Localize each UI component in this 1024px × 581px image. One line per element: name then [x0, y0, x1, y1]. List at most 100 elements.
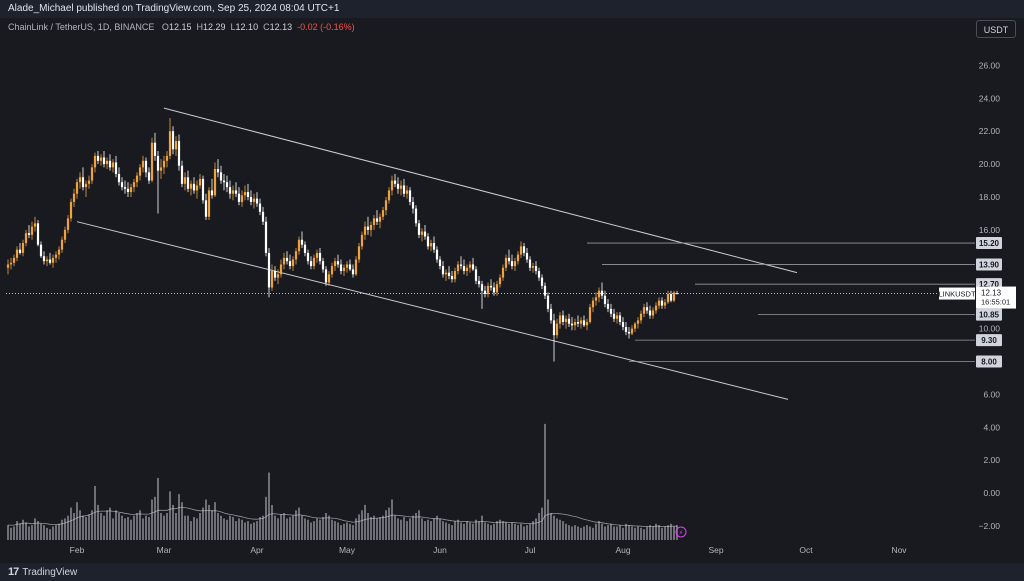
volume-bar: [484, 522, 486, 540]
candle-body: [303, 244, 307, 253]
volume-bar: [397, 518, 399, 540]
y-tick-label: 0.00: [983, 488, 1000, 498]
candle-body: [603, 295, 607, 304]
channel-lower-line: [76, 221, 789, 400]
volume-bar: [64, 518, 66, 540]
open-value: 12.15: [168, 22, 192, 32]
candle-body: [498, 277, 502, 285]
candle-body: [525, 252, 529, 260]
level-badge: [976, 258, 1002, 271]
volume-bar: [562, 521, 564, 540]
candle-body: [540, 277, 544, 286]
volume-bar: [85, 517, 87, 540]
volume-bar: [130, 519, 132, 540]
volume-bar: [388, 507, 390, 540]
candle-body: [531, 266, 535, 268]
volume-bar: [604, 526, 606, 540]
candle-body: [486, 285, 490, 295]
candle-body: [627, 331, 631, 334]
volume-bar: [592, 527, 594, 540]
candle-body: [663, 302, 667, 306]
y-tick-label: 24.00: [979, 93, 1001, 103]
candle-body: [618, 315, 622, 323]
volume-bar: [112, 518, 114, 540]
candle-body: [297, 239, 301, 252]
candle-body: [366, 226, 370, 230]
volume-bar: [355, 518, 357, 540]
candle-body: [12, 257, 16, 263]
candle-body: [594, 297, 598, 301]
candle-body: [330, 266, 334, 275]
currency-button[interactable]: USDT: [976, 20, 1016, 38]
candle-body: [534, 266, 538, 272]
volume-bar: [163, 515, 165, 540]
candle-body: [480, 284, 484, 291]
volume-bar: [103, 515, 105, 540]
volume-bar: [346, 522, 348, 540]
candle-body: [426, 236, 430, 247]
candle-body: [273, 271, 277, 278]
volume-bar: [421, 518, 423, 540]
volume-bar: [433, 518, 435, 540]
candle-body: [408, 190, 412, 202]
candle-body: [21, 243, 25, 253]
volume-bar: [340, 525, 342, 540]
candle-body: [294, 251, 298, 260]
candle-body: [60, 239, 64, 250]
candle-body: [141, 160, 145, 168]
candle-body: [165, 155, 169, 161]
volume-bar: [223, 518, 225, 540]
candle-body: [27, 233, 31, 235]
candle-body: [552, 320, 556, 336]
candle-body: [264, 221, 268, 253]
candle-body: [438, 259, 442, 267]
volume-bar: [367, 513, 369, 540]
volume-bar: [631, 526, 633, 540]
candle-body: [171, 131, 175, 150]
price-chart[interactable]: 26.0024.0022.0020.0018.0016.0014.0012.00…: [0, 0, 1024, 563]
volume-bar: [493, 523, 495, 540]
volume-bar: [370, 517, 372, 540]
symbol-name[interactable]: ChainLink / TetherUS, 1D, BINANCE: [8, 22, 155, 32]
candle-body: [276, 274, 280, 278]
volume-bar: [145, 515, 147, 540]
volume-bar: [88, 514, 90, 540]
volume-bar: [523, 526, 525, 540]
volume-bar: [451, 525, 453, 540]
volume-bar: [283, 513, 285, 540]
volume-bar: [295, 510, 297, 540]
volume-bar: [49, 529, 51, 540]
candle-body: [468, 264, 472, 268]
volume-bar: [217, 513, 219, 540]
volume-bar: [202, 507, 204, 540]
candle-body: [381, 210, 385, 217]
volume-bar: [622, 527, 624, 540]
candle-body: [282, 257, 286, 265]
volume-bar: [37, 521, 39, 540]
candle-body: [606, 303, 610, 309]
volume-bar: [652, 526, 654, 540]
candle-body: [252, 198, 256, 202]
candle-body: [249, 197, 253, 202]
tradingview-brand[interactable]: 17 TradingView: [8, 566, 77, 578]
candle-body: [243, 192, 247, 196]
volume-bar: [127, 517, 129, 540]
volume-bar: [532, 521, 534, 540]
candle-body: [432, 243, 436, 250]
volume-bar: [379, 517, 381, 540]
volume-bar: [322, 517, 324, 540]
volume-bar: [382, 515, 384, 540]
volume-bar: [436, 515, 438, 540]
candle-body: [48, 259, 52, 263]
close-value: 12.13: [269, 22, 293, 32]
candle-body: [351, 269, 355, 275]
volume-bar: [481, 515, 483, 540]
volume-bar: [457, 519, 459, 540]
current-price-label: 12.13: [981, 289, 1002, 298]
candle-body: [345, 264, 349, 268]
candle-body: [675, 293, 679, 295]
candle-body: [654, 305, 658, 311]
candle-body: [315, 252, 319, 258]
volume-bar: [610, 523, 612, 540]
candle-body: [417, 223, 421, 235]
